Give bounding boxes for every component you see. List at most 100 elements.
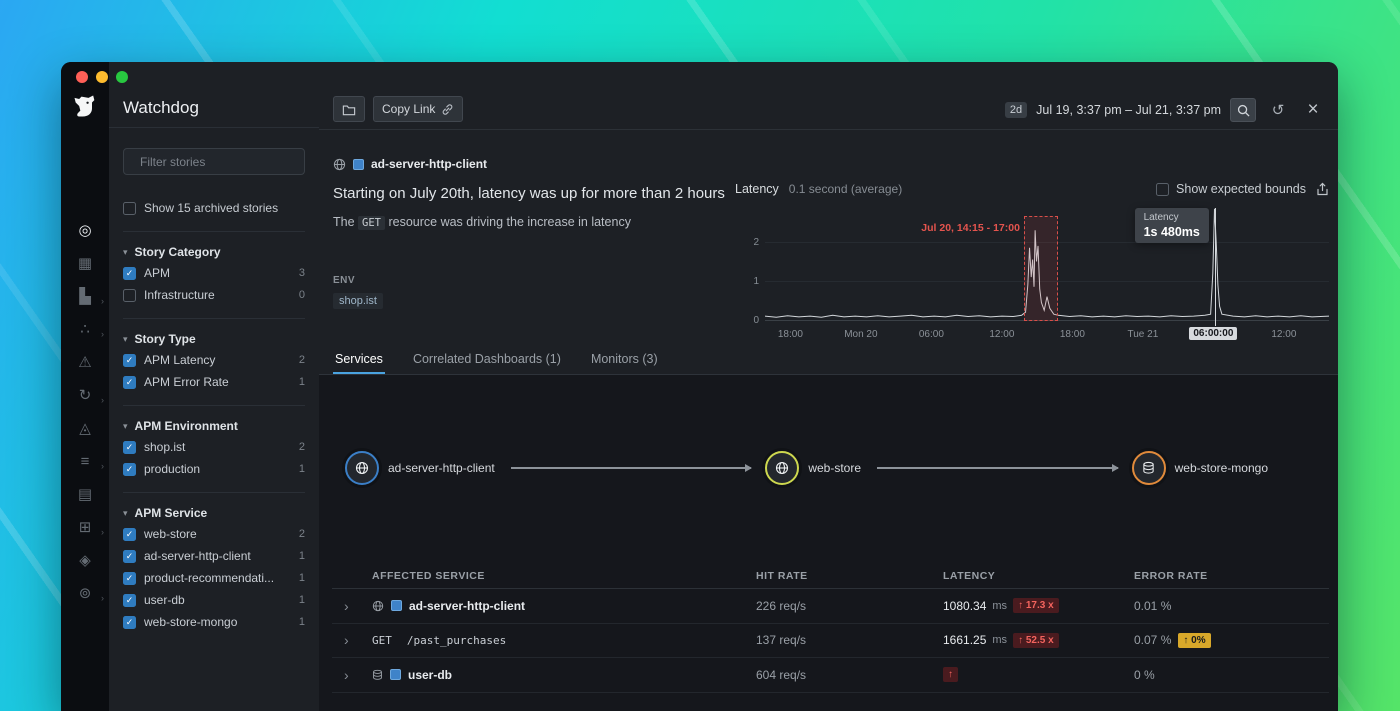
notebooks-icon[interactable]: ▤: [77, 486, 93, 503]
story-subtitle: The GET resource was driving the increas…: [333, 215, 631, 230]
settings-icon[interactable]: ⊚ ›: [61, 583, 109, 605]
story-detail: ad-server-http-client Starting on July 2…: [319, 130, 1338, 348]
facet-item[interactable]: ✓ product-recommendati... 1: [123, 567, 305, 589]
dependency-arrow: [510, 467, 752, 469]
chevron-right-icon: ›: [101, 329, 104, 339]
table-row[interactable]: ›: [332, 658, 1329, 693]
metrics-icon[interactable]: ▙ ›: [61, 286, 109, 308]
datadog-logo[interactable]: [71, 92, 99, 120]
facet-item[interactable]: Infrastructure 0: [123, 284, 305, 306]
filter-stories-input[interactable]: [138, 153, 297, 170]
checkbox-checked[interactable]: ✓: [123, 462, 136, 476]
database-icon: [372, 669, 383, 681]
checkbox-checked[interactable]: ✓: [123, 615, 136, 629]
story-panel: Copy Link 2d Jul 19, 3:37 pm – Jul 21, 3…: [319, 62, 1338, 711]
infrastructure-icon[interactable]: ∴ ›: [61, 319, 109, 341]
checkbox-checked[interactable]: ✓: [123, 527, 136, 541]
service-node[interactable]: [345, 451, 379, 485]
facet-item[interactable]: ✓ web-store 2: [123, 523, 305, 545]
anomaly-window-region: [1024, 216, 1059, 321]
tab-monitors[interactable]: Monitors (3): [590, 352, 658, 366]
window-controls: [76, 71, 128, 83]
search-button[interactable]: [1230, 98, 1256, 122]
expand-chevron[interactable]: ›: [344, 666, 349, 683]
checkbox-unchecked[interactable]: [123, 201, 136, 215]
checkbox-unchecked[interactable]: [1156, 182, 1170, 196]
time-range-badge[interactable]: 2d: [1004, 102, 1028, 118]
facet-header[interactable]: ▾ Story Category: [123, 245, 221, 259]
minimize-window-button[interactable]: [96, 71, 108, 83]
error-change-badge: ↑ 0%: [1178, 632, 1211, 648]
close-story-button[interactable]: ×: [1300, 98, 1326, 122]
facet-section-apm-service: ▾ APM Service ✓ web-store 2 ✓ ad-server-…: [123, 492, 305, 633]
reset-zoom-button[interactable]: ↺: [1265, 98, 1291, 122]
chart-plot-area[interactable]: 2 1 0 Jul 20, 14:15 - 17:00: [753, 208, 1329, 326]
globe-icon: [355, 461, 369, 475]
checkbox-checked[interactable]: ✓: [123, 353, 136, 367]
gridline: [765, 281, 1329, 282]
zoom-window-button[interactable]: [116, 71, 128, 83]
show-archived-toggle[interactable]: Show 15 archived stories: [123, 201, 305, 229]
latency-unit: ms: [992, 599, 1008, 612]
facet-item[interactable]: ✓ APM Latency 2: [123, 349, 305, 371]
filter-stories-box: [123, 148, 305, 175]
facet-header[interactable]: ▾ Story Type: [123, 332, 196, 346]
facet-item[interactable]: ✓ web-store-mongo 1: [123, 611, 305, 633]
facet-item[interactable]: ✓ user-db 1: [123, 589, 305, 611]
facet-item[interactable]: ✓ production 1: [123, 458, 305, 480]
share-icon: [1317, 182, 1328, 196]
synthetics-icon[interactable]: ◬: [79, 420, 91, 437]
table-row[interactable]: › ad-server-ht: [332, 589, 1329, 624]
archive-story-button[interactable]: [333, 96, 365, 122]
show-expected-bounds-toggle[interactable]: Show expected bounds: [1156, 182, 1306, 196]
checkbox-checked[interactable]: ✓: [123, 549, 136, 563]
alerts-icon[interactable]: ⚠: [78, 354, 92, 371]
y-tick: 0: [753, 315, 759, 326]
facet-item[interactable]: ✓ APM 3: [123, 262, 305, 284]
resource-path: /past_purchases: [406, 633, 507, 647]
page-title: Watchdog: [109, 62, 319, 128]
service-name: user-db: [408, 667, 453, 682]
latency-series: [765, 208, 1329, 318]
apm-icon[interactable]: ↻ ›: [61, 385, 109, 407]
export-chart-button[interactable]: [1316, 182, 1329, 196]
logs-icon[interactable]: ≡ ›: [61, 451, 109, 473]
x-tick: Mon 20: [844, 329, 878, 340]
tab-services[interactable]: Services: [333, 348, 385, 374]
service-node[interactable]: [1131, 451, 1166, 485]
checkbox-checked[interactable]: ✓: [123, 266, 136, 280]
checkbox-checked[interactable]: ✓: [123, 593, 136, 607]
table-row[interactable]: › GET /past_purchases 137 req/s 1661.25 …: [332, 624, 1329, 658]
service-color-chip: [353, 158, 364, 170]
checkbox-checked[interactable]: ✓: [123, 440, 136, 454]
service-identity: ad-server-http-client: [333, 157, 725, 171]
tab-correlated-dashboards[interactable]: Correlated Dashboards (1): [412, 352, 561, 366]
checkbox-checked[interactable]: ✓: [123, 571, 136, 585]
dashboards-icon[interactable]: ▦: [77, 255, 93, 272]
env-tag[interactable]: shop.ist: [333, 293, 383, 309]
service-node[interactable]: [765, 451, 800, 485]
expand-chevron[interactable]: ›: [344, 632, 349, 649]
facet-item[interactable]: ✓ ad-server-http-client 1: [123, 545, 305, 567]
expand-chevron[interactable]: ›: [344, 597, 349, 614]
story-summary: ad-server-http-client Starting on July 2…: [319, 130, 739, 309]
story-title: Starting on July 20th, latency was up fo…: [333, 185, 725, 202]
time-controls: 2d Jul 19, 3:37 pm – Jul 21, 3:37 pm ↺ ×: [1004, 98, 1326, 122]
latency-value: 1080.34: [943, 598, 987, 613]
security-icon[interactable]: ◈: [79, 552, 91, 569]
close-window-button[interactable]: [76, 71, 88, 83]
time-range-text[interactable]: Jul 19, 3:37 pm – Jul 21, 3:37 pm: [1036, 103, 1221, 117]
latency-change-badge: ↑ 52.5 x: [1013, 632, 1059, 648]
copy-link-button[interactable]: Copy Link: [373, 96, 464, 122]
facet-item[interactable]: ✓ shop.ist 2: [123, 436, 305, 458]
watchdog-icon[interactable]: ◎: [78, 222, 92, 239]
checkbox-unchecked[interactable]: [123, 288, 136, 302]
facet-item[interactable]: ✓ APM Error Rate 1: [123, 371, 305, 393]
integrations-icon[interactable]: ⊞ ›: [61, 517, 109, 539]
nav-rail: ◎ ▦ ▙ › ∴ › ⚠ ↻ › ◬ ≡ › ▤ ⊞ › ◈ ⊚ ›: [61, 62, 109, 711]
checkbox-checked[interactable]: ✓: [123, 375, 136, 389]
folder-icon: [342, 104, 356, 115]
facet-header[interactable]: ▾ APM Service: [123, 506, 208, 520]
facet-header[interactable]: ▾ APM Environment: [123, 419, 238, 433]
hover-cursor-line: [1214, 208, 1216, 326]
